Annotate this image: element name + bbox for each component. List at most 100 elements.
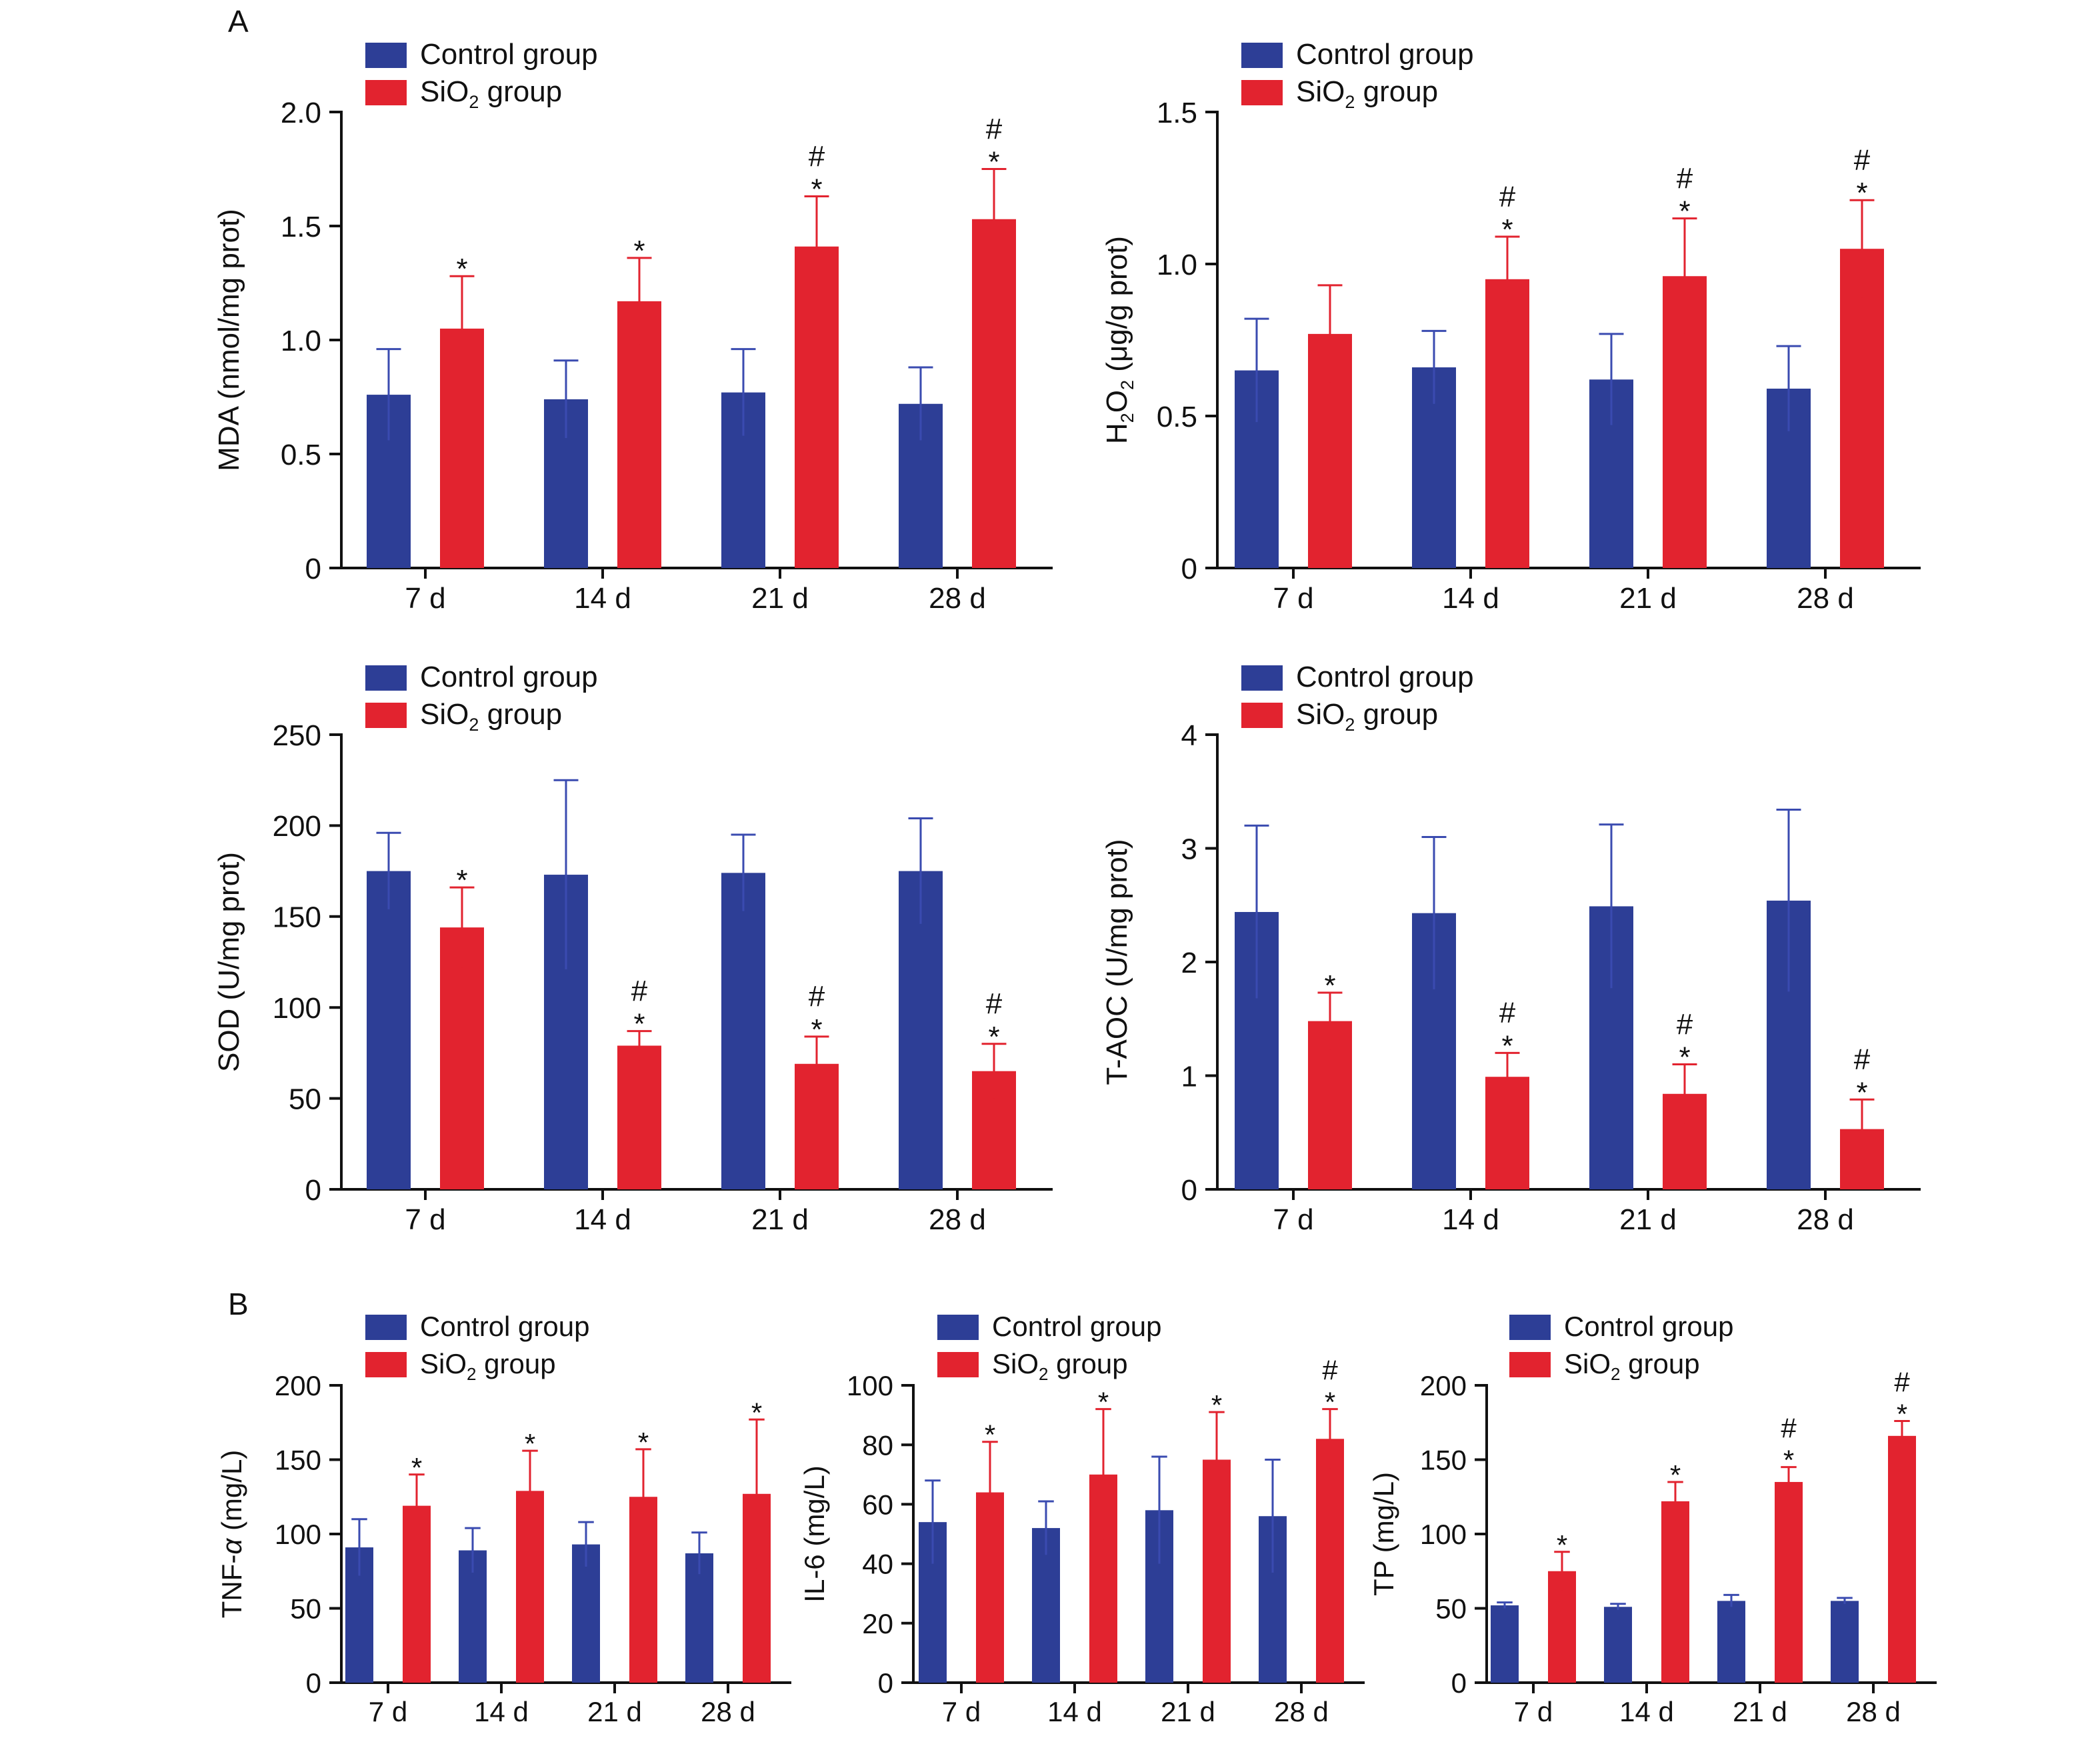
- significance-star: *: [525, 1428, 535, 1459]
- bar-sio2: [1775, 1481, 1803, 1683]
- y-tick-label: 200: [275, 1370, 321, 1401]
- legend-swatch-sio2: [365, 1352, 407, 1377]
- bar-control: [1604, 1607, 1632, 1683]
- y-tick-label: 1.5: [1157, 97, 1197, 129]
- y-tick-label: 200: [273, 810, 321, 843]
- significance-hash: #: [809, 140, 825, 173]
- y-tick-label: 40: [862, 1549, 893, 1580]
- x-tick-label: 28 d: [701, 1696, 755, 1727]
- significance-star: *: [633, 1008, 645, 1041]
- y-tick-label: 0: [306, 1667, 321, 1699]
- x-tick-label: 21 d: [1619, 1203, 1677, 1236]
- bar-sio2: [1316, 1439, 1344, 1683]
- significance-star: *: [811, 1013, 822, 1046]
- bar-control: [1491, 1605, 1519, 1683]
- bar-sio2: [617, 301, 661, 568]
- y-tick-label: 150: [1420, 1445, 1467, 1476]
- y-tick-label: 50: [1435, 1593, 1467, 1625]
- legend-swatch-control: [365, 1315, 407, 1340]
- y-tick-label: 150: [275, 1445, 321, 1476]
- significance-star: *: [1501, 213, 1513, 246]
- x-tick-label: 7 d: [405, 582, 445, 615]
- significance-star: *: [1557, 1529, 1567, 1561]
- bar-control: [685, 1553, 713, 1683]
- bar-sio2: [440, 927, 484, 1189]
- significance-star: *: [1897, 1399, 1907, 1430]
- legend-swatch-sio2: [365, 703, 407, 728]
- legend-label-sio2: SiO2 group: [1564, 1348, 1700, 1384]
- legend-label-sio2: SiO2 group: [420, 698, 562, 735]
- significance-hash: #: [1894, 1366, 1910, 1397]
- bar-sio2: [1840, 249, 1884, 568]
- y-tick-label: 20: [862, 1608, 893, 1639]
- bar-sio2: [617, 1045, 661, 1189]
- significance-hash: #: [809, 980, 825, 1013]
- x-tick-label: 7 d: [369, 1696, 407, 1727]
- significance-hash: #: [631, 975, 648, 1007]
- x-tick-label: 28 d: [1846, 1696, 1901, 1727]
- legend-swatch-sio2: [1241, 80, 1283, 105]
- legend-label-control: Control group: [420, 38, 598, 71]
- x-tick-label: 21 d: [1733, 1696, 1787, 1727]
- bar-control: [721, 873, 765, 1189]
- significance-hash: #: [1677, 1008, 1693, 1041]
- y-axis-label: TNF-α (mg/L): [216, 1450, 247, 1619]
- significance-hash: #: [1322, 1354, 1338, 1385]
- charts-group: Control group SiO2 group 0 0.5 1.0 1.5 2.0 MDA …: [213, 38, 1937, 1727]
- y-axis-label: SOD (U/mg prot): [213, 852, 245, 1072]
- y-tick-label: 50: [289, 1083, 321, 1115]
- significance-star: *: [1324, 969, 1335, 1002]
- x-tick-label: 28 d: [1797, 1203, 1854, 1236]
- y-tick-label: 0: [305, 1174, 321, 1207]
- x-tick-label: 21 d: [1619, 582, 1677, 615]
- legend-swatch-control: [365, 665, 407, 691]
- y-tick-label: 100: [847, 1370, 893, 1401]
- significance-hash: #: [986, 113, 1003, 145]
- legend-label-sio2: SiO2 group: [420, 1348, 556, 1384]
- y-tick-label: 0.5: [1157, 401, 1197, 433]
- significance-star: *: [633, 235, 645, 267]
- significance-star: *: [751, 1397, 762, 1428]
- x-tick-label: 14 d: [574, 1203, 631, 1236]
- y-tick-label: 100: [1420, 1519, 1467, 1550]
- significance-star: *: [811, 173, 822, 206]
- x-tick-label: 7 d: [1273, 1203, 1313, 1236]
- significance-star: *: [411, 1452, 422, 1483]
- significance-hash: #: [1854, 144, 1871, 177]
- y-tick-label: 100: [273, 992, 321, 1025]
- bar-sio2: [1661, 1501, 1689, 1683]
- x-tick-label: 14 d: [1619, 1696, 1674, 1727]
- x-tick-label: 28 d: [1797, 582, 1854, 615]
- y-tick-label: 50: [290, 1593, 321, 1625]
- significance-hash: #: [986, 987, 1003, 1020]
- y-tick-label: 3: [1181, 833, 1197, 865]
- x-tick-label: 28 d: [929, 582, 986, 615]
- significance-star: *: [1501, 1029, 1513, 1062]
- chart-4: Control group SiO2 group 0 1 2 3 4 T-AOC (U/mg …: [1101, 661, 1921, 1236]
- significance-star: *: [1670, 1459, 1681, 1491]
- legend-swatch-control: [1241, 43, 1283, 68]
- panel-label-b: B: [228, 1287, 249, 1321]
- y-tick-label: 200: [1420, 1370, 1467, 1401]
- bar-control: [1831, 1601, 1859, 1683]
- significance-star: *: [1856, 1076, 1867, 1109]
- y-tick-label: 60: [862, 1489, 893, 1521]
- legend-label-control: Control group: [1564, 1311, 1733, 1342]
- y-tick-label: 0.5: [281, 439, 321, 471]
- legend-swatch-control: [1241, 665, 1283, 691]
- x-tick-label: 14 d: [1442, 1203, 1499, 1236]
- bar-control: [367, 871, 411, 1189]
- bar-control: [899, 871, 943, 1189]
- significance-star: *: [988, 1021, 999, 1053]
- x-tick-label: 21 d: [587, 1696, 642, 1727]
- y-tick-label: 4: [1181, 719, 1197, 752]
- x-tick-label: 28 d: [929, 1203, 986, 1236]
- chart-7: Control group SiO2 group 0 50 100 150 200 TP (m…: [1368, 1311, 1937, 1727]
- significance-hash: #: [1499, 180, 1516, 213]
- y-tick-label: 2: [1181, 947, 1197, 979]
- panel-label-a: A: [228, 4, 249, 39]
- y-axis-label: H2O2 (μg/g prot): [1101, 236, 1137, 444]
- y-tick-label: 1: [1181, 1060, 1197, 1093]
- x-tick-label: 14 d: [474, 1696, 529, 1727]
- significance-hash: #: [1854, 1043, 1871, 1076]
